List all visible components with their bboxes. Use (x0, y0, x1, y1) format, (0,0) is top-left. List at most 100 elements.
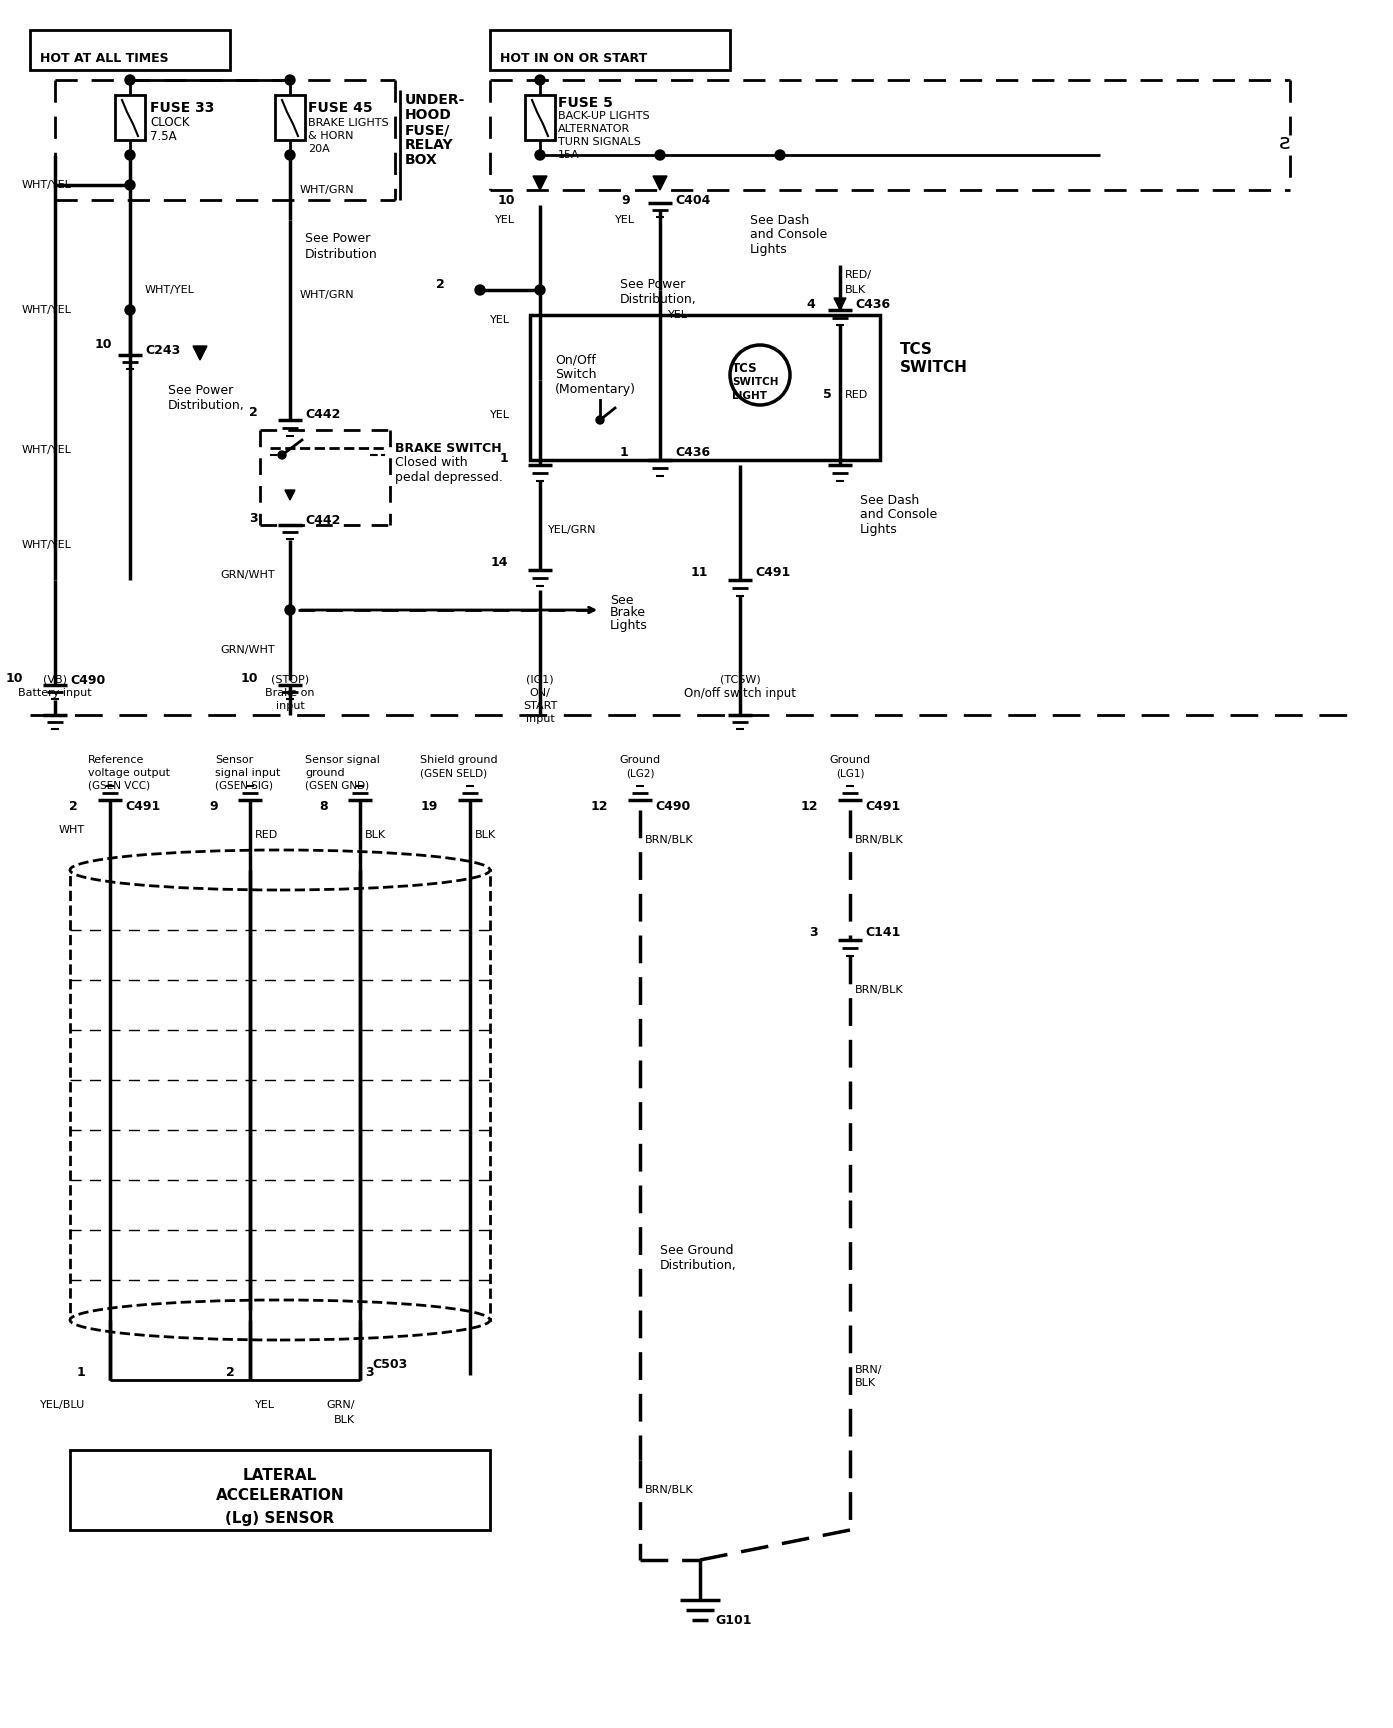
Text: See Ground: See Ground (660, 1244, 734, 1256)
Polygon shape (834, 297, 846, 309)
Text: GRN/WHT: GRN/WHT (220, 645, 274, 655)
Text: 9: 9 (621, 194, 630, 207)
Text: (TCSW): (TCSW) (720, 676, 761, 684)
Text: RED: RED (255, 829, 279, 840)
Text: (GSEN SELD): (GSEN SELD) (421, 767, 488, 778)
Polygon shape (194, 346, 208, 359)
Text: C442: C442 (305, 408, 340, 422)
Circle shape (535, 285, 545, 295)
Text: See Power: See Power (305, 232, 371, 244)
Text: BLK: BLK (846, 285, 866, 295)
Text: C491: C491 (865, 800, 900, 814)
Text: SWITCH: SWITCH (900, 361, 968, 375)
Text: (VB): (VB) (43, 676, 67, 684)
Text: BLK: BLK (855, 1377, 876, 1388)
Circle shape (475, 285, 485, 295)
Text: Ground: Ground (620, 755, 660, 766)
Text: BACK-UP LIGHTS: BACK-UP LIGHTS (559, 111, 649, 121)
Text: Lights: Lights (859, 524, 897, 536)
Text: Distribution,: Distribution, (660, 1258, 737, 1272)
Text: YEL: YEL (490, 314, 510, 325)
Text: C490: C490 (655, 800, 691, 814)
Text: UNDER-: UNDER- (405, 93, 465, 107)
Text: WHT/YEL: WHT/YEL (22, 180, 72, 190)
Text: 2: 2 (436, 278, 444, 292)
Text: C436: C436 (855, 299, 890, 311)
Text: BLK: BLK (334, 1415, 355, 1426)
Bar (529, 314, 880, 460)
Text: YEL/GRN: YEL/GRN (547, 525, 596, 536)
Text: (Lg) SENSOR: (Lg) SENSOR (226, 1510, 334, 1526)
Text: 1: 1 (77, 1365, 85, 1379)
Bar (70, 869, 490, 1320)
Polygon shape (653, 176, 667, 190)
Text: WHT/YEL: WHT/YEL (22, 446, 72, 454)
Text: (STOP): (STOP) (270, 676, 309, 684)
Text: (Momentary): (Momentary) (554, 382, 637, 396)
Text: C503: C503 (372, 1358, 407, 1372)
Text: 1: 1 (620, 446, 628, 460)
Bar (490, 29, 730, 71)
Text: BOX: BOX (405, 154, 437, 168)
Text: Lights: Lights (749, 244, 788, 256)
Polygon shape (286, 491, 295, 499)
Circle shape (535, 74, 545, 85)
Text: 12: 12 (801, 800, 818, 814)
Text: signal input: signal input (215, 767, 280, 778)
Text: ON/: ON/ (529, 688, 550, 698)
Text: 15A: 15A (559, 150, 579, 161)
Text: TCS: TCS (900, 342, 933, 358)
Text: FUSE/: FUSE/ (405, 123, 450, 137)
Text: 2: 2 (70, 800, 78, 814)
Text: 2: 2 (249, 406, 258, 418)
Text: BRN/BLK: BRN/BLK (855, 985, 904, 995)
Text: Shield ground: Shield ground (421, 755, 497, 766)
Text: YEL: YEL (490, 410, 510, 420)
Text: and Console: and Console (749, 228, 827, 242)
Text: (GSEN SIG): (GSEN SIG) (215, 781, 273, 791)
Text: YEL: YEL (255, 1400, 274, 1410)
Text: WHT: WHT (59, 824, 85, 835)
Text: On/Off: On/Off (554, 354, 596, 366)
Text: 12: 12 (591, 800, 607, 814)
Text: ƨ: ƨ (1279, 133, 1291, 154)
Text: See Dash: See Dash (859, 494, 919, 506)
Text: 3: 3 (809, 926, 818, 940)
Text: FUSE 5: FUSE 5 (559, 97, 613, 111)
Text: BRN/BLK: BRN/BLK (645, 1484, 694, 1495)
Text: 7.5A: 7.5A (150, 130, 177, 142)
Text: C243: C243 (145, 344, 180, 356)
Text: See Power: See Power (620, 278, 685, 292)
Text: On/off switch input: On/off switch input (684, 686, 795, 700)
Text: START: START (522, 702, 557, 710)
Text: Lights: Lights (610, 620, 648, 632)
Circle shape (655, 150, 664, 161)
Text: Sensor signal: Sensor signal (305, 755, 380, 766)
Text: YEL/BLU: YEL/BLU (40, 1400, 85, 1410)
Text: BRN/: BRN/ (855, 1365, 883, 1375)
Text: (GSEN GND): (GSEN GND) (305, 781, 369, 791)
Text: ACCELERATION: ACCELERATION (216, 1488, 344, 1503)
Bar (116, 95, 145, 140)
Text: YEL: YEL (495, 214, 515, 225)
Text: FUSE 45: FUSE 45 (308, 100, 372, 116)
Text: 2: 2 (226, 1365, 235, 1379)
Text: See: See (610, 593, 634, 607)
Text: HOT AT ALL TIMES: HOT AT ALL TIMES (40, 52, 169, 64)
Text: (IG1): (IG1) (527, 676, 554, 684)
Text: ALTERNATOR: ALTERNATOR (559, 124, 630, 135)
Text: input: input (276, 702, 305, 710)
Text: 3: 3 (365, 1365, 373, 1379)
Text: 9: 9 (209, 800, 217, 814)
Text: 4: 4 (807, 299, 815, 311)
Text: WHT/YEL: WHT/YEL (145, 285, 195, 295)
Text: Distribution: Distribution (305, 247, 378, 261)
Text: LATERAL: LATERAL (242, 1469, 318, 1484)
Text: & HORN: & HORN (308, 131, 354, 142)
Text: (GSEN VCC): (GSEN VCC) (88, 781, 150, 791)
Text: See Power: See Power (169, 384, 233, 396)
Text: BRAKE LIGHTS: BRAKE LIGHTS (308, 118, 389, 128)
Bar (31, 29, 230, 71)
Circle shape (286, 605, 295, 615)
Text: 20A: 20A (308, 143, 330, 154)
